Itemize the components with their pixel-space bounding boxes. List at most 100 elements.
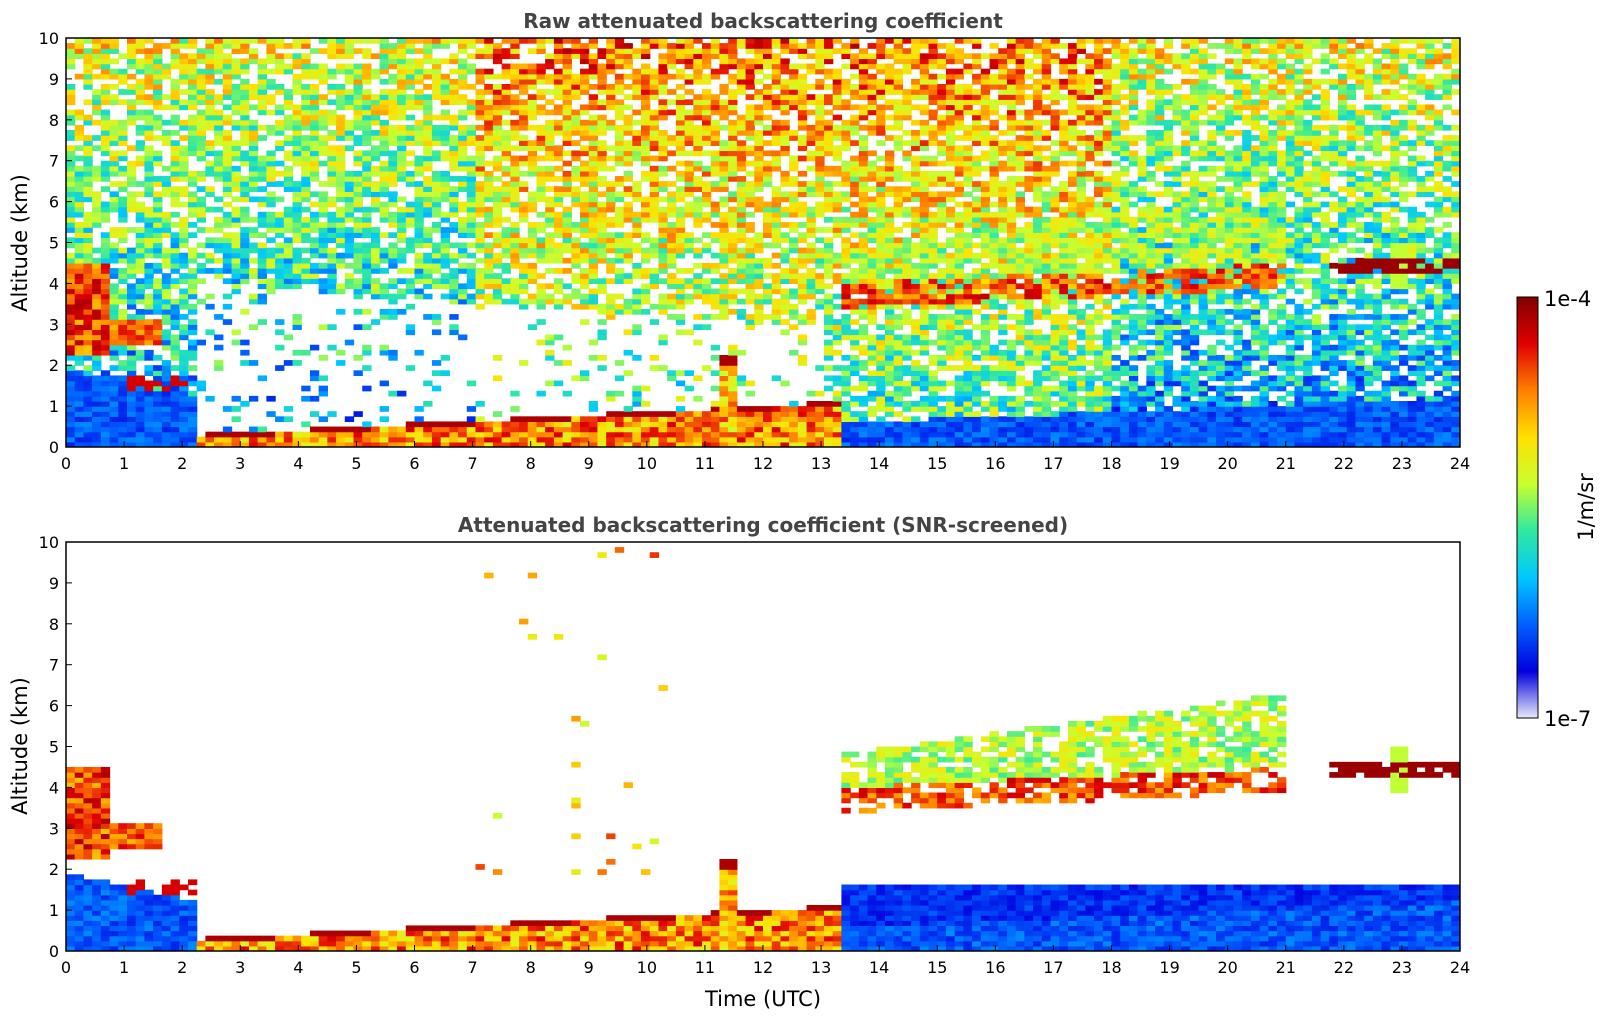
top-heatmap-cell — [736, 38, 747, 44]
top-heatmap-cell — [466, 283, 477, 290]
top-heatmap-cell — [231, 89, 241, 95]
top-heatmap-cell — [823, 421, 834, 428]
top-heatmap-cell — [74, 237, 85, 244]
top-heatmap-cell — [214, 216, 224, 223]
top-heatmap-cell — [126, 145, 137, 152]
top-heatmap-cell — [196, 78, 206, 85]
top-heatmap-cell — [344, 206, 355, 213]
top-heatmap-cell — [658, 242, 668, 249]
top-heatmap-cell — [74, 232, 85, 238]
top-heatmap-cell — [301, 150, 311, 157]
top-heatmap-cell — [632, 109, 642, 116]
top-heatmap-cell — [823, 68, 834, 75]
top-heatmap-cell — [850, 395, 860, 402]
top-heatmap-cell — [66, 201, 76, 208]
top-heatmap-cell — [806, 257, 816, 264]
top-heatmap-cell — [893, 135, 903, 141]
top-heatmap-cell — [205, 58, 215, 65]
top-heatmap-cell — [876, 298, 886, 305]
top-heatmap-cell — [884, 78, 895, 85]
top-heatmap-cell — [118, 293, 128, 300]
top-heatmap-cell — [466, 53, 477, 60]
top-heatmap-cell — [153, 395, 163, 402]
top-heatmap-cell — [815, 278, 825, 284]
top-heatmap-cell — [719, 227, 729, 233]
top-heatmap-cell — [214, 109, 224, 116]
top-heatmap-cell — [379, 119, 389, 126]
top-heatmap-cell — [832, 84, 843, 90]
top-heatmap-cell — [475, 109, 485, 116]
top-heatmap-cell — [815, 416, 825, 423]
top-heatmap-cell — [388, 155, 398, 162]
top-heatmap-cell — [100, 237, 111, 244]
top-heatmap-cell — [109, 68, 119, 75]
top-heatmap-cell — [222, 165, 233, 172]
top-heatmap-cell — [126, 201, 137, 208]
top-heatmap-cell — [309, 124, 320, 131]
top-heatmap-cell — [336, 262, 346, 269]
top-heatmap-cell — [693, 293, 703, 300]
top-heatmap-cell — [632, 298, 642, 305]
top-heatmap-cell — [100, 273, 111, 279]
top-heatmap-cell — [763, 262, 773, 269]
top-heatmap-cell — [161, 283, 172, 290]
top-heatmap-cell — [771, 119, 782, 126]
top-heatmap-cell — [571, 227, 581, 233]
top-heatmap-cell — [179, 58, 189, 65]
top-heatmap-cell — [135, 257, 146, 264]
top-heatmap-cell — [248, 130, 259, 136]
top-heatmap-cell — [118, 334, 128, 341]
top-heatmap-cell — [449, 186, 459, 192]
top-heatmap-cell — [336, 94, 346, 100]
top-heatmap-cell — [797, 222, 808, 228]
top-heatmap-cell — [545, 441, 555, 447]
top-heatmap-cell — [649, 211, 660, 218]
top-heatmap-cell — [484, 109, 494, 116]
top-heatmap-cell — [449, 165, 459, 172]
top-heatmap-cell — [83, 165, 93, 172]
top-heatmap-cell — [144, 385, 154, 392]
top-heatmap-cell — [876, 247, 886, 254]
top-heatmap-cell — [187, 400, 198, 407]
top-heatmap-cell — [240, 99, 250, 106]
top-heatmap-cell — [876, 186, 886, 192]
top-heatmap-cell — [292, 262, 302, 269]
top-heatmap-cell — [231, 73, 241, 80]
top-heatmap-cell — [74, 211, 85, 218]
top-heatmap-cell — [135, 48, 146, 54]
top-heatmap-cell — [815, 431, 825, 438]
top-heatmap-cell — [153, 293, 163, 300]
top-heatmap-cell — [797, 262, 808, 269]
top-heatmap-cell — [440, 176, 450, 182]
top-heatmap-cell — [623, 441, 633, 447]
top-heatmap-cell — [884, 206, 895, 213]
top-heatmap-cell — [109, 170, 119, 177]
top-heatmap-cell — [92, 395, 102, 402]
top-heatmap-cell — [135, 390, 146, 397]
top-heatmap-cell — [458, 176, 468, 182]
top-heatmap-cell — [196, 58, 206, 65]
top-heatmap-cell — [797, 155, 808, 162]
top-heatmap-cell — [161, 165, 172, 172]
top-heatmap-cell — [719, 186, 729, 192]
top-heatmap-cell — [484, 232, 494, 238]
top-heatmap-cell — [431, 135, 442, 141]
top-heatmap-cell — [100, 319, 111, 325]
top-heatmap-cell — [74, 191, 85, 198]
top-heatmap-cell — [754, 319, 764, 325]
top-heatmap-cell — [440, 84, 450, 90]
top-heatmap-cell — [187, 222, 198, 228]
top-heatmap-cell — [884, 242, 895, 249]
top-heatmap-cell — [728, 360, 738, 366]
top-heatmap-cell — [841, 222, 851, 228]
top-heatmap-cell — [536, 303, 546, 310]
top-panel: Raw attenuated backscattering coefficien… — [8, 9, 1470, 473]
top-heatmap-cell — [196, 201, 206, 208]
top-heatmap-cell — [205, 329, 215, 336]
top-heatmap-cell — [702, 196, 712, 203]
top-heatmap-cell — [536, 441, 546, 447]
top-heatmap-cell — [74, 329, 85, 336]
top-heatmap-cell — [344, 232, 355, 238]
top-heatmap-cell — [754, 431, 764, 438]
top-heatmap-cell — [763, 416, 773, 423]
